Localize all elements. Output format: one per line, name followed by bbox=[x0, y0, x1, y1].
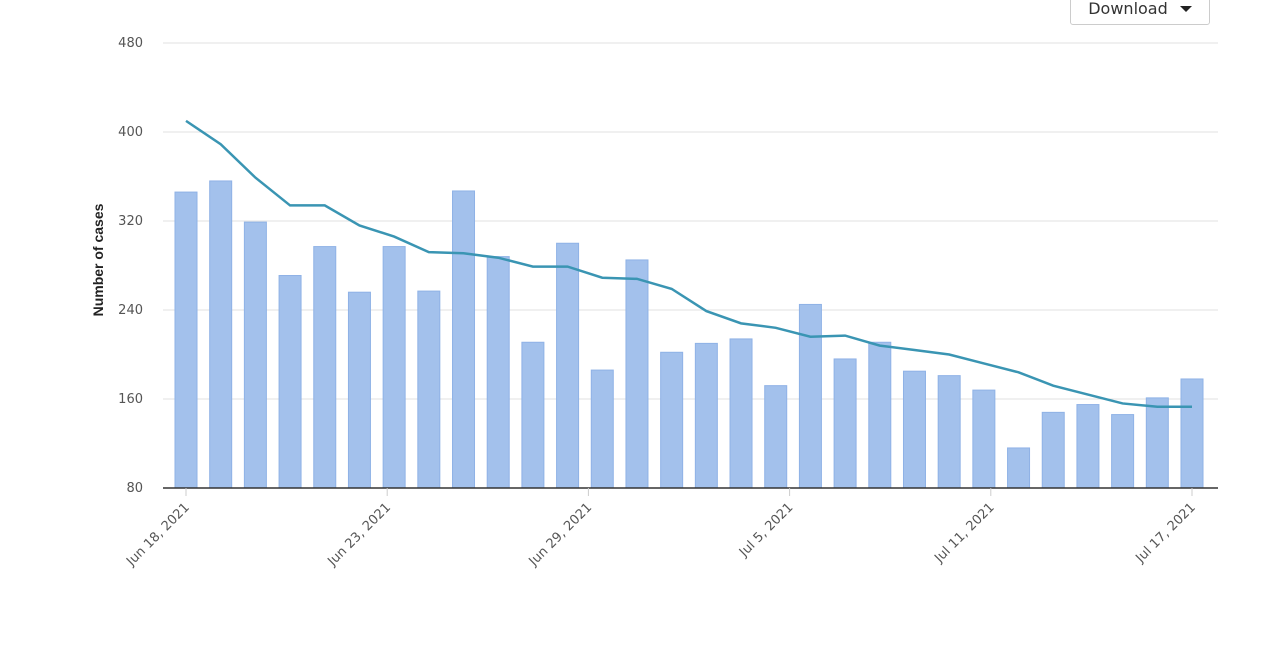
bar bbox=[278, 275, 302, 489]
bar bbox=[243, 221, 267, 489]
bar bbox=[1007, 447, 1031, 489]
bar bbox=[764, 385, 788, 489]
bar bbox=[1180, 378, 1204, 489]
bar bbox=[1145, 397, 1169, 489]
x-tick-label: Jun 23, 2021 bbox=[324, 500, 394, 570]
bar bbox=[521, 341, 545, 489]
y-tick-label: 320 bbox=[118, 214, 143, 229]
y-tick-label: 160 bbox=[118, 392, 143, 407]
bar bbox=[729, 338, 753, 489]
bar bbox=[1041, 411, 1065, 489]
bar bbox=[937, 375, 961, 489]
x-tick-label: Jun 29, 2021 bbox=[526, 500, 596, 570]
bar bbox=[382, 246, 406, 489]
bar bbox=[452, 190, 476, 489]
y-axis-label: Number of cases bbox=[90, 203, 106, 316]
x-tick-label: Jul 17, 2021 bbox=[1133, 500, 1199, 566]
bar bbox=[1076, 404, 1100, 489]
bar bbox=[625, 259, 649, 489]
bar bbox=[694, 342, 718, 489]
bar bbox=[556, 242, 580, 489]
y-tick-label: 480 bbox=[118, 36, 143, 51]
bar bbox=[660, 351, 684, 489]
y-tick-label: 400 bbox=[118, 125, 143, 140]
y-tick-label: 80 bbox=[126, 481, 143, 496]
bar bbox=[972, 389, 996, 489]
line bbox=[185, 119, 1192, 409]
bar bbox=[902, 370, 926, 489]
bar bbox=[313, 246, 337, 489]
bar bbox=[798, 303, 822, 489]
bar bbox=[417, 290, 441, 489]
x-tick-label: Jul 11, 2021 bbox=[931, 500, 997, 566]
bar bbox=[174, 191, 198, 489]
bar bbox=[209, 180, 233, 489]
download-label: Download bbox=[1088, 0, 1168, 18]
download-button[interactable]: Download bbox=[1070, 0, 1210, 25]
bar bbox=[347, 291, 371, 489]
bar bbox=[868, 341, 892, 489]
bar bbox=[1111, 414, 1135, 489]
bar bbox=[833, 358, 857, 489]
caret bbox=[1179, 5, 1192, 12]
x-tick-label: Jun 18, 2021 bbox=[123, 500, 193, 570]
y-tick-label: 240 bbox=[118, 303, 143, 318]
bar bbox=[486, 256, 510, 489]
x-tick-label: Jul 5, 2021 bbox=[736, 500, 796, 560]
bar bbox=[590, 369, 614, 489]
